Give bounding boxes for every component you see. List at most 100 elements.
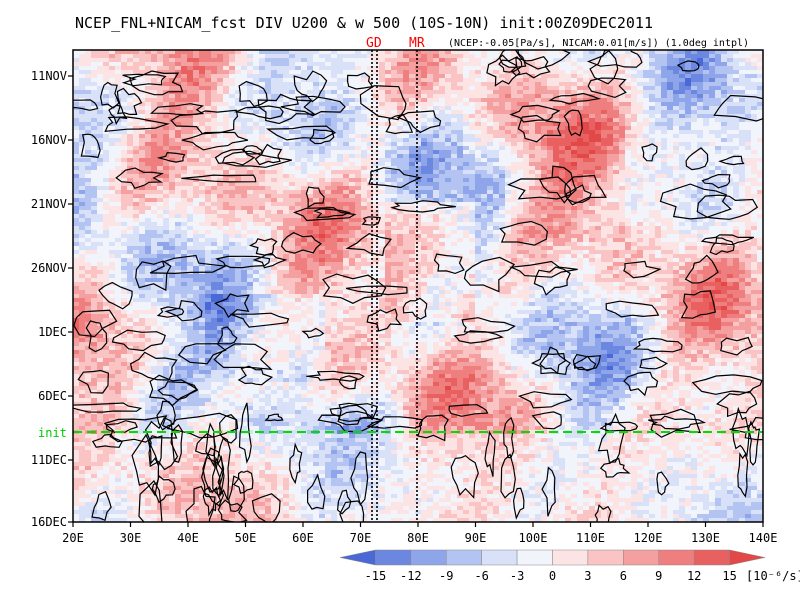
heat-cell (103, 114, 110, 119)
heat-cell (313, 94, 320, 99)
heat-cell (103, 78, 110, 83)
heat-cell (571, 150, 578, 155)
heat-cell (229, 206, 236, 211)
heat-cell (121, 58, 128, 63)
heat-cell (313, 106, 320, 111)
heat-cell (625, 210, 632, 215)
heat-cell (427, 86, 434, 91)
heat-cell (583, 214, 590, 219)
heat-cell (307, 90, 314, 95)
heat-cell (739, 62, 746, 67)
heat-cell (187, 130, 194, 135)
heat-cell (331, 106, 338, 111)
heat-cell (439, 218, 446, 223)
heat-cell (517, 198, 524, 203)
heat-cell (673, 178, 680, 183)
heat-cell (355, 186, 362, 191)
heat-cell (541, 126, 548, 131)
heat-cell (715, 86, 722, 91)
heat-cell (73, 194, 80, 199)
heat-cell (619, 78, 626, 83)
heat-cell (295, 54, 302, 59)
heat-cell (457, 198, 464, 203)
heat-cell (241, 86, 248, 91)
heat-cell (289, 202, 296, 207)
heat-cell (529, 174, 536, 179)
heat-cell (73, 122, 80, 127)
heat-cell (721, 218, 728, 223)
heat-cell (373, 66, 380, 71)
heat-cell (685, 62, 692, 67)
heat-cell (667, 166, 674, 171)
heat-cell (217, 66, 224, 71)
heat-cell (181, 62, 188, 67)
heat-cell (109, 114, 116, 119)
heat-cell (451, 218, 458, 223)
heat-cell (145, 146, 152, 151)
heat-cell (103, 174, 110, 179)
heat-cell (145, 138, 152, 143)
heat-cell (139, 130, 146, 135)
heat-cell (103, 138, 110, 143)
heat-cell (277, 206, 284, 211)
heat-cell (715, 114, 722, 119)
heat-cell (757, 126, 763, 131)
heat-cell (271, 126, 278, 131)
heat-cell (229, 98, 236, 103)
heat-cell (109, 222, 116, 227)
heat-cell (259, 142, 266, 147)
heat-cell (481, 98, 488, 103)
heat-cell (553, 82, 560, 87)
heat-cell (451, 134, 458, 139)
heat-cell (313, 78, 320, 83)
heat-cell (97, 50, 104, 55)
heat-cell (481, 94, 488, 99)
heat-cell (139, 190, 146, 195)
heat-cell (703, 154, 710, 159)
heat-cell (355, 190, 362, 195)
heat-cell (727, 138, 734, 143)
heat-cell (673, 54, 680, 59)
heat-cell (553, 178, 560, 183)
heat-cell (133, 66, 140, 71)
heat-cell (619, 122, 626, 127)
heat-cell (283, 186, 290, 191)
heat-cell (697, 130, 704, 135)
heat-cell (187, 222, 194, 227)
heat-cell (355, 134, 362, 139)
heat-cell (253, 218, 260, 223)
heat-cell (511, 130, 518, 135)
heat-cell (217, 198, 224, 203)
heat-cell (439, 170, 446, 175)
heat-cell (85, 94, 92, 99)
heat-cell (337, 74, 344, 79)
heat-cell (667, 86, 674, 91)
heat-cell (211, 138, 218, 143)
heat-cell (565, 210, 572, 215)
heat-cell (583, 74, 590, 79)
heat-cell (541, 158, 548, 163)
heat-cell (169, 186, 176, 191)
heat-cell (91, 182, 98, 187)
heat-cell (157, 170, 164, 175)
heat-cell (385, 106, 392, 111)
heat-cell (265, 62, 272, 67)
heat-cell (145, 54, 152, 59)
heat-cell (361, 202, 368, 207)
heat-cell (313, 150, 320, 155)
heat-cell (577, 94, 584, 99)
heat-cell (79, 118, 86, 123)
heat-cell (253, 66, 260, 71)
heat-cell (163, 142, 170, 147)
heat-cell (97, 206, 104, 211)
heat-cell (301, 210, 308, 215)
heat-cell (127, 210, 134, 215)
heat-cell (751, 74, 758, 79)
heat-cell (739, 106, 746, 111)
heat-cell (727, 178, 734, 183)
heat-cell (151, 142, 158, 147)
heat-cell (625, 106, 632, 111)
heat-cell (499, 130, 506, 135)
heat-cell (517, 210, 524, 215)
heat-cell (547, 90, 554, 95)
